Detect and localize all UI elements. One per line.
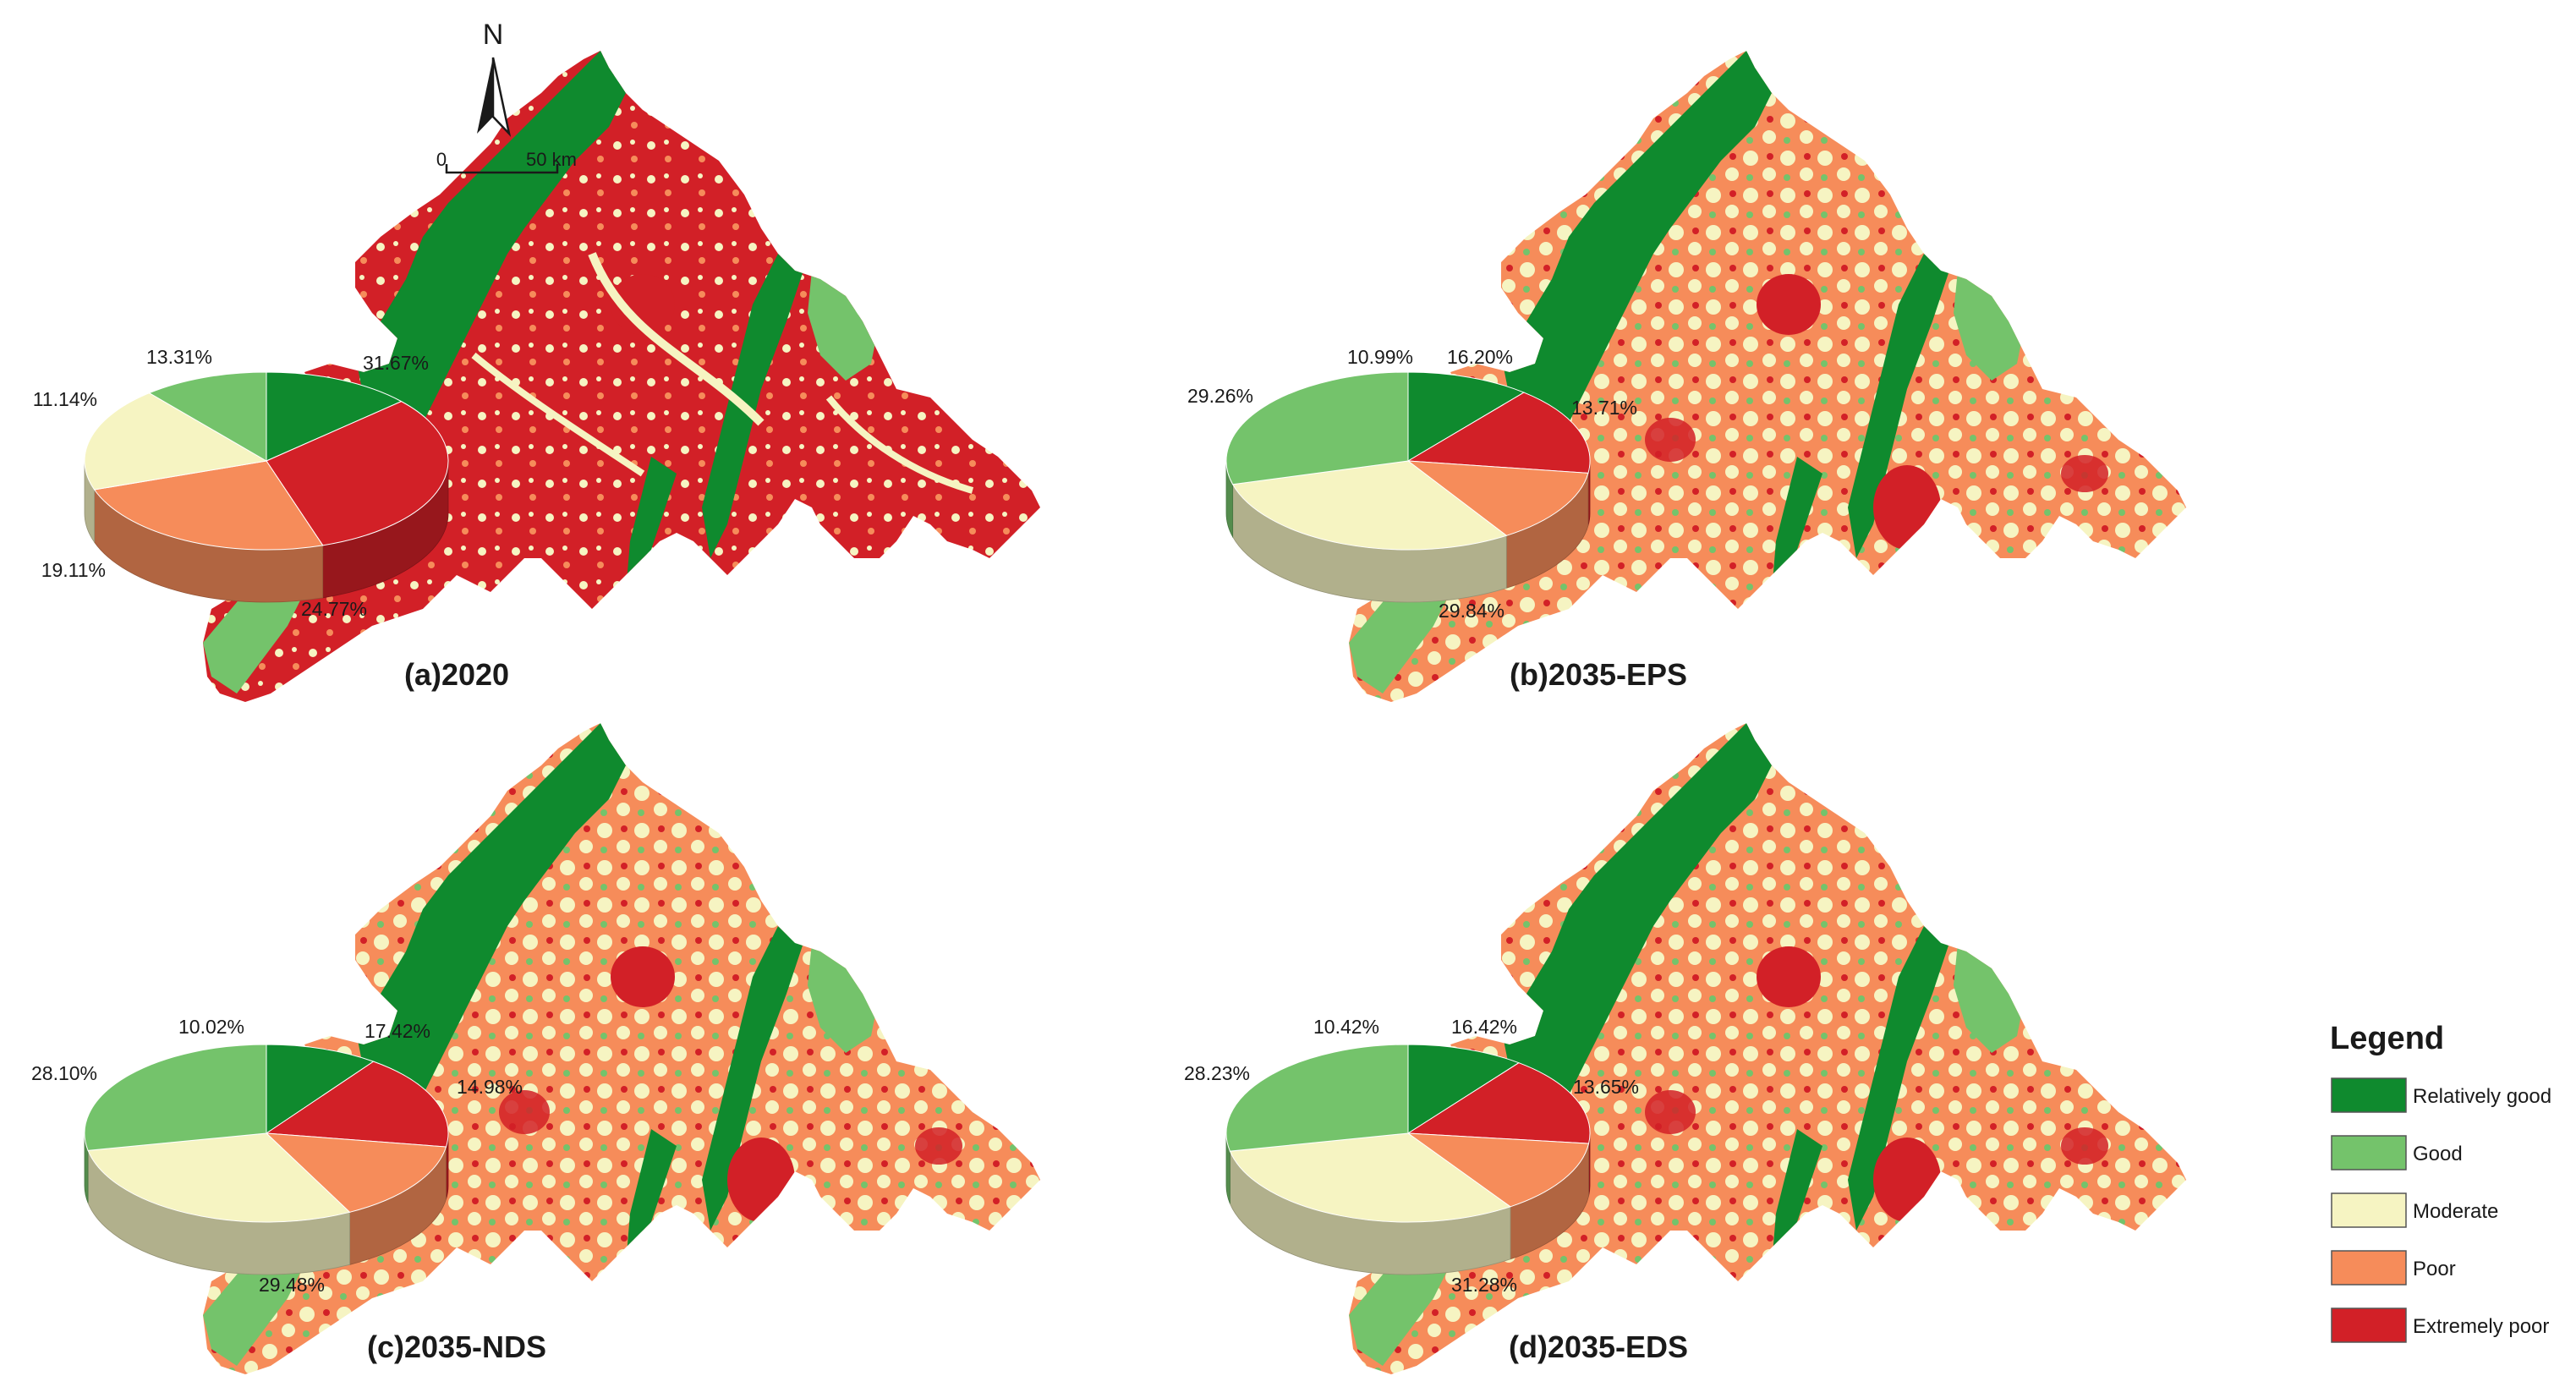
pie-label-poor: 13.71% [1571, 397, 1637, 419]
panel-title: (b)2035-EPS [1510, 657, 1687, 692]
legend-item-extremely-poor: Extremely poor [2331, 1308, 2549, 1343]
pie-label-relatively-good: 10.42% [1313, 1016, 1379, 1038]
scale-end-label: 50 km [526, 149, 577, 170]
pie-label-relatively-good: 10.99% [1347, 346, 1413, 368]
legend: Legend Relatively good Good Moderate Poor Ex… [2330, 1021, 2551, 1343]
pie-chart: 10.42% 16.42% 13.65% 31.28% 28.23% [1184, 1016, 1639, 1296]
north-arrow-label: N [483, 19, 504, 51]
north-arrow: N [477, 19, 512, 138]
pie-label-good: 11.14% [33, 388, 97, 410]
legend-item-good: Good [2331, 1135, 2463, 1170]
legend-swatch [2331, 1250, 2407, 1286]
pie-label-extremely-poor: 16.42% [1451, 1016, 1517, 1038]
scale-bar: 0 50 km [436, 149, 577, 174]
pie-label-poor: 14.98% [457, 1076, 523, 1098]
pie-label-extremely-poor: 16.20% [1447, 346, 1513, 368]
panel-d: 10.42% 16.42% 13.65% 31.28% 28.23% (d)2035-ED… [1184, 723, 2186, 1374]
legend-swatch [2331, 1308, 2407, 1343]
pie-chart: 13.31% 31.67% 24.77% 19.11% 11.14% [33, 346, 449, 620]
pie-label-moderate: 29.84% [1439, 600, 1504, 622]
legend-swatch [2331, 1135, 2407, 1170]
panel-title: (d)2035-EDS [1509, 1329, 1688, 1364]
pie-label-extremely-poor: 17.42% [364, 1020, 430, 1042]
pie-label-moderate: 31.28% [1451, 1274, 1517, 1296]
pie-slice-extremely-poor [265, 1061, 449, 1148]
pie-slice-good [1225, 1044, 1409, 1152]
legend-label: Good [2413, 1143, 2463, 1165]
pie-slice-moderate [84, 392, 268, 491]
legend-swatch [2331, 1192, 2407, 1228]
legend-item-poor: Poor [2331, 1250, 2456, 1286]
pie-label-poor: 24.77% [301, 598, 367, 620]
pie-slice-extremely-poor [1406, 392, 1591, 474]
pie-chart: 10.99% 16.20% 13.71% 29.84% 29.26% [1187, 346, 1637, 622]
pie-slice-good [1225, 371, 1409, 485]
pie-label-good: 28.10% [31, 1062, 97, 1084]
pie-label-moderate: 29.48% [259, 1274, 325, 1296]
pie-slice-moderate [87, 1132, 351, 1223]
pie-slice-extremely-poor [1406, 1062, 1591, 1144]
pie-slice-relatively-good [266, 371, 403, 462]
pie-label-relatively-good: 13.31% [146, 346, 212, 368]
pie-slice-moderate [1229, 1132, 1512, 1223]
panel-title: (a)2020 [404, 657, 509, 692]
pie-slice-moderate [1231, 460, 1508, 551]
pie-slice-poor [1406, 460, 1589, 536]
pie-label-good: 29.26% [1187, 385, 1253, 407]
pie-slice-poor [1406, 1132, 1590, 1208]
legend-label: Relatively good [2413, 1085, 2551, 1108]
pie-slice-poor [93, 460, 324, 551]
panel-c: 10.02% 17.42% 14.98% 29.48% 28.10% (c)2035-ND… [31, 723, 1040, 1374]
pie-chart: 10.02% 17.42% 14.98% 29.48% 28.10% [31, 1016, 523, 1296]
pie-label-good: 28.23% [1184, 1062, 1250, 1084]
scale-start-label: 0 [436, 149, 447, 170]
pie-slice-relatively-good [1407, 1044, 1521, 1134]
pie-slice-extremely-poor [266, 401, 449, 546]
pie-slice-good [148, 371, 267, 462]
north-arrow-icon [477, 58, 493, 134]
pie-label-moderate: 19.11% [41, 559, 106, 581]
panel-title: (c)2035-NDS [367, 1329, 546, 1364]
pie-slice-relatively-good [1407, 371, 1526, 462]
legend-label: Moderate [2413, 1200, 2498, 1223]
legend-item-moderate: Moderate [2331, 1192, 2498, 1228]
legend-item-relatively-good: Relatively good [2331, 1077, 2551, 1113]
pie-slice-relatively-good [266, 1044, 375, 1134]
legend-swatch [2331, 1077, 2407, 1113]
legend-title: Legend [2330, 1021, 2444, 1056]
panel-a: 13.31% 31.67% 24.77% 19.11% 11.14% (a)2020 [33, 51, 1040, 702]
legend-label: Extremely poor [2413, 1315, 2549, 1338]
pie-label-poor: 13.65% [1573, 1076, 1639, 1098]
pie-label-extremely-poor: 31.67% [363, 352, 429, 374]
pie-slice-poor [265, 1132, 447, 1213]
pie-slice-good [84, 1044, 267, 1151]
pie-label-relatively-good: 10.02% [178, 1016, 244, 1038]
legend-label: Poor [2413, 1258, 2456, 1280]
panel-b: 10.99% 16.20% 13.71% 29.84% 29.26% (b)2035-EP… [1187, 51, 2186, 702]
